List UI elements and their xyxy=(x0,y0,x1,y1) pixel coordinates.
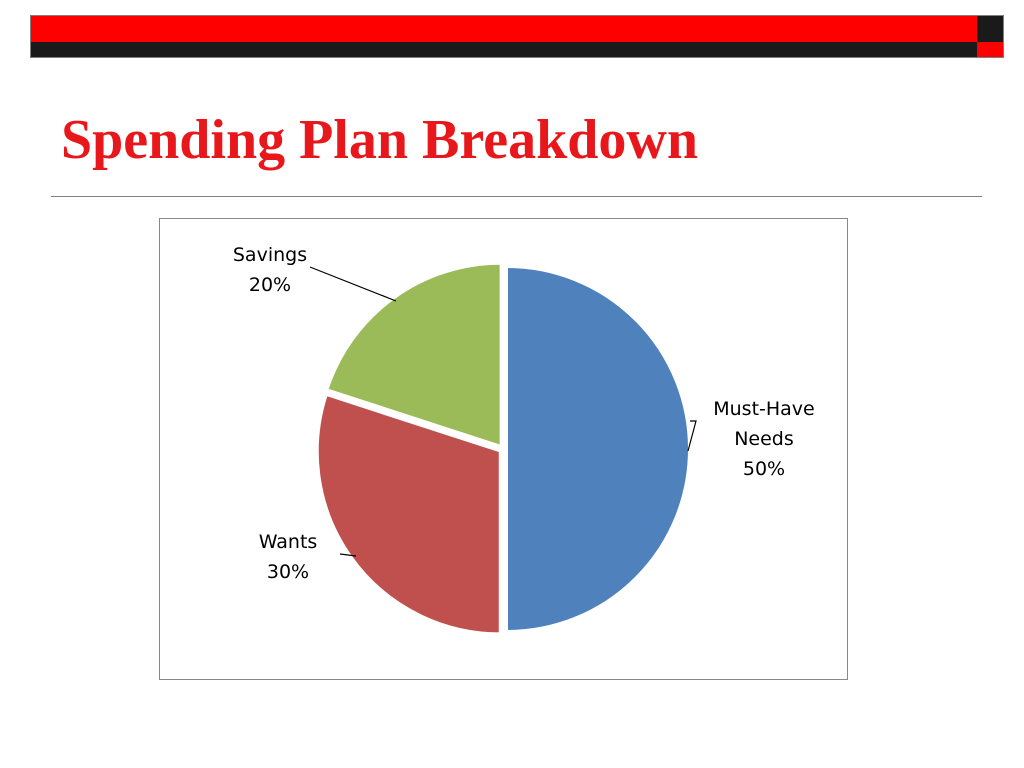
pie-chart: Must-Have Needs 50% Wants 30% Savings 20% xyxy=(233,244,815,635)
leader-line-wants xyxy=(339,553,357,557)
data-label-savings: Savings 20% xyxy=(233,244,307,296)
slide-title: Spending Plan Breakdown xyxy=(61,109,698,171)
data-label-line: 20% xyxy=(249,274,291,296)
pie-slices xyxy=(316,262,690,635)
header-black-square xyxy=(977,16,1004,42)
pie-slice-savings xyxy=(326,262,502,448)
data-label-line: Savings xyxy=(233,244,307,266)
data-label-wants: Wants 30% xyxy=(259,531,318,583)
data-label-line: Needs xyxy=(734,428,794,450)
pie-data-labels: Must-Have Needs 50% Wants 30% Savings 20% xyxy=(233,244,815,583)
header-red-bar xyxy=(31,16,977,42)
leader-line-savings xyxy=(309,266,397,302)
header-red-square xyxy=(977,42,1004,58)
data-label-must-have-needs: Must-Have Needs 50% xyxy=(713,398,815,480)
leader-line-must-have-needs xyxy=(687,420,697,452)
data-label-line: Must-Have xyxy=(713,398,815,420)
data-label-line: 50% xyxy=(743,458,785,480)
pie-slice-must-have-needs xyxy=(506,265,690,633)
pie-leader-lines xyxy=(309,266,697,557)
title-divider xyxy=(51,196,982,197)
data-label-line: 30% xyxy=(267,561,309,583)
data-label-line: Wants xyxy=(259,531,318,553)
chart-frame: Must-Have Needs 50% Wants 30% Savings 20% xyxy=(159,218,848,680)
pie-slice-wants xyxy=(316,393,501,635)
header-black-bar xyxy=(31,42,977,58)
